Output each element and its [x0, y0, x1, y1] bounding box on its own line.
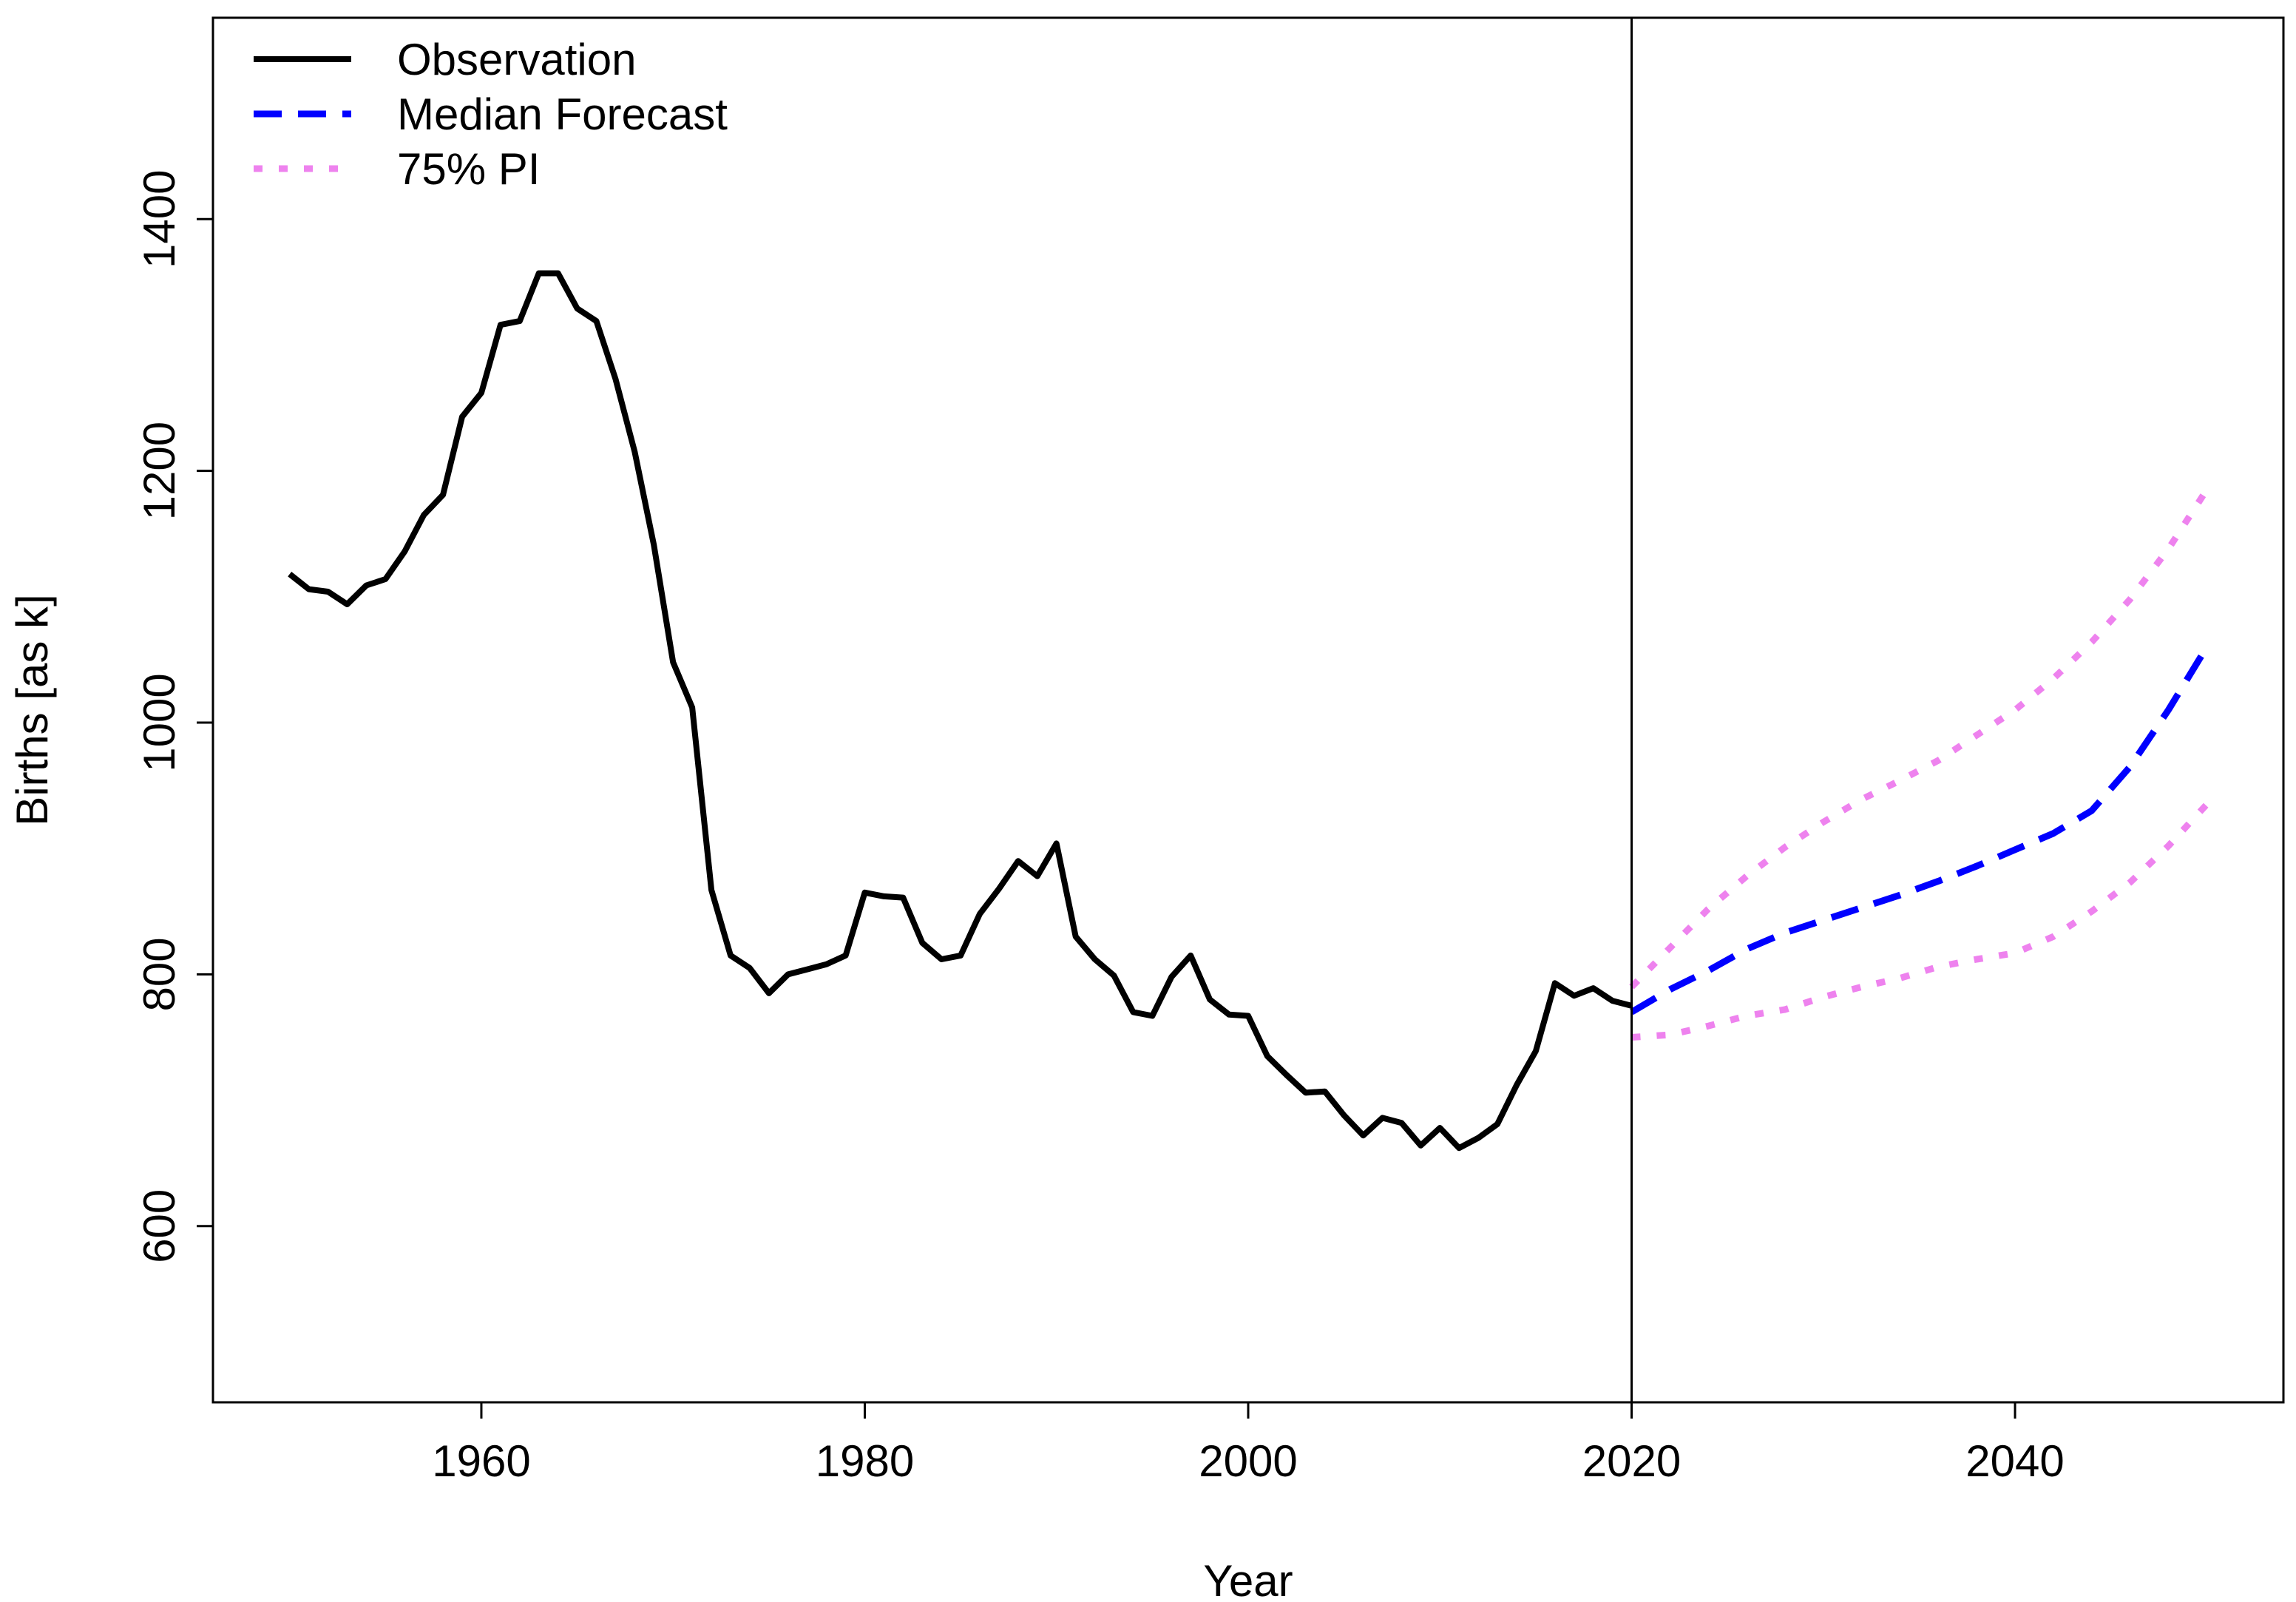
series-line-75-pi [1629, 487, 2210, 990]
x-tick-label: 1960 [432, 1436, 530, 1486]
series-layer [288, 270, 2210, 1152]
x-tick-label: 1980 [816, 1436, 914, 1486]
legend-label: Median Forecast [397, 89, 728, 139]
x-axis: 1960 1980 2000 2020 2040 [432, 1401, 2065, 1486]
y-tick-label: 800 [135, 937, 184, 1011]
series-line-75-pi-lower [1631, 802, 2209, 1041]
series-line-median-forecast [1630, 645, 2210, 1015]
y-tick-label: 1000 [135, 673, 184, 771]
y-axis-label: Births [as k] [7, 594, 57, 825]
series-line-observation [288, 270, 1633, 1152]
y-tick-label: 600 [135, 1189, 184, 1263]
legend-label: 75% PI [397, 144, 540, 194]
x-axis-label: Year [1203, 1556, 1293, 1602]
legend-label: Observation [397, 35, 637, 84]
x-tick-label: 2020 [1582, 1436, 1681, 1486]
x-tick-label: 2000 [1199, 1436, 1297, 1486]
y-tick-label: 1200 [135, 422, 184, 520]
y-axis: 600 800 1000 1200 1400 [135, 170, 214, 1263]
x-tick-label: 2040 [1965, 1436, 2064, 1486]
y-tick-label: 1400 [135, 170, 184, 268]
